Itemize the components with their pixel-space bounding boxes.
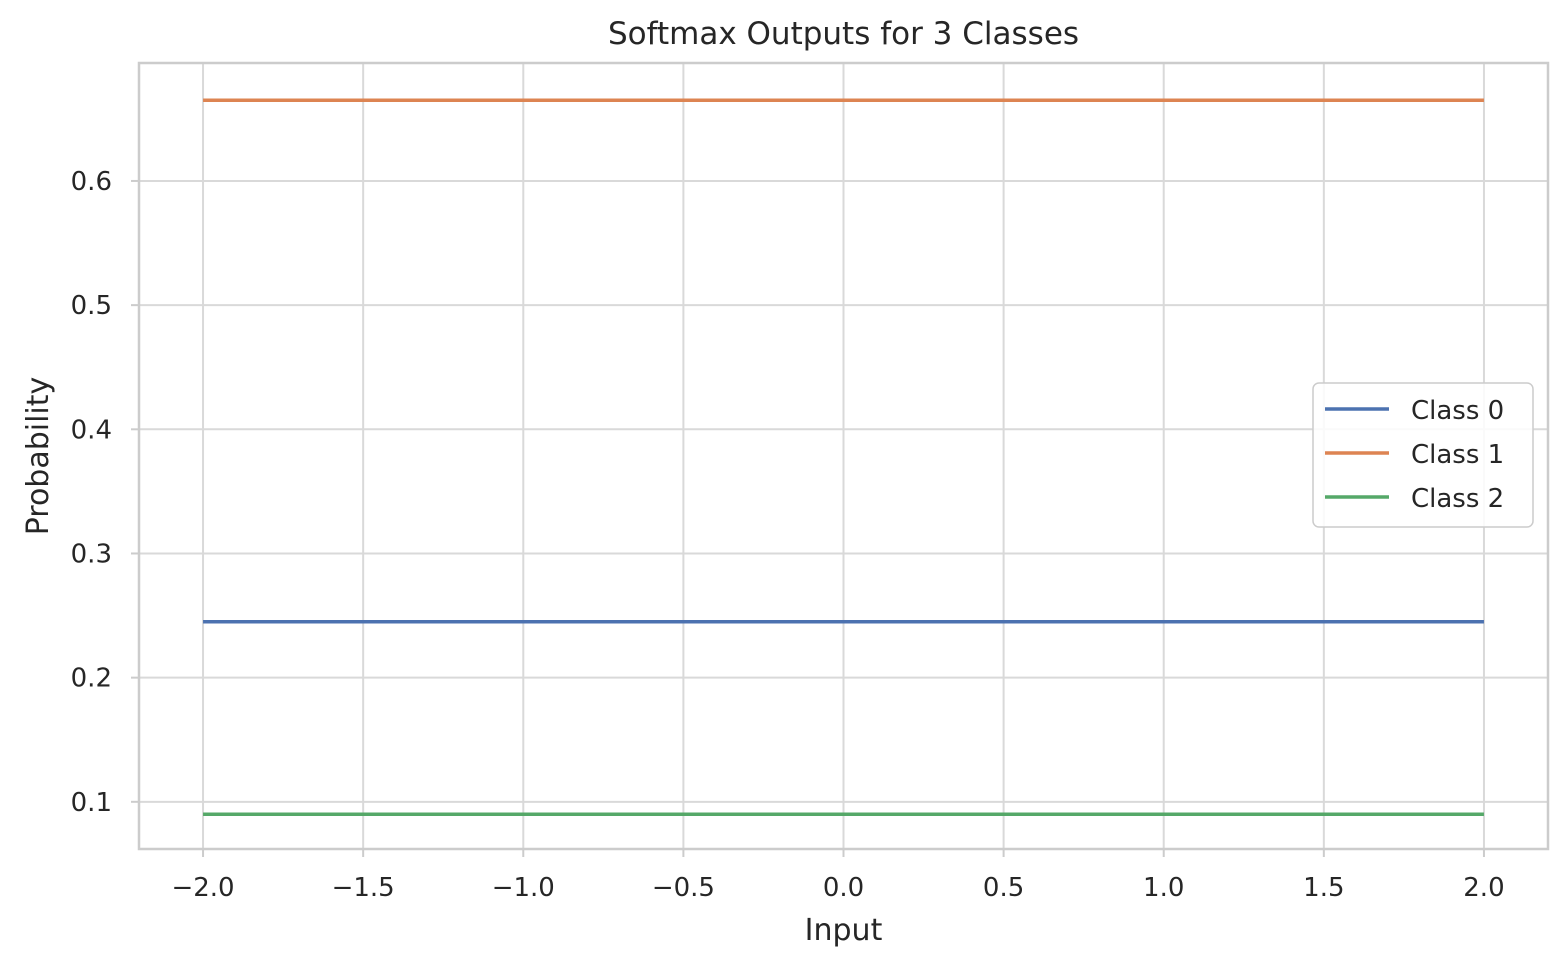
series-layer xyxy=(203,98,1484,816)
tick-layer: −2.0 −1.5 −1.0 −0.5 0.0 0.5 1.0 1.5 2.0 0.1 0.2 0.3… xyxy=(71,167,1505,903)
x-tick-label: −0.5 xyxy=(652,873,715,903)
x-tick-label: 0.5 xyxy=(983,873,1024,903)
legend-label-class-0: Class 0 xyxy=(1411,396,1504,426)
x-tick-label: −1.5 xyxy=(332,873,395,903)
legend-label-class-2: Class 2 xyxy=(1411,484,1504,514)
x-axis-label: Input xyxy=(805,913,883,948)
y-tick-label: 0.2 xyxy=(71,664,112,694)
x-tick-label: −2.0 xyxy=(171,873,234,903)
x-tick-label: 1.5 xyxy=(1303,873,1344,903)
y-tick-label: 0.3 xyxy=(71,539,112,569)
x-tick-label: 0.0 xyxy=(823,873,864,903)
legend-box xyxy=(1312,382,1534,528)
legend: Class 0 Class 1 Class 2 xyxy=(1312,382,1534,528)
y-tick-label: 0.1 xyxy=(71,788,112,818)
x-tick-label: 1.0 xyxy=(1143,873,1184,903)
x-tick-label: −1.0 xyxy=(492,873,555,903)
chart-title: Softmax Outputs for 3 Classes xyxy=(608,16,1079,52)
y-tick-label: 0.6 xyxy=(71,167,112,197)
y-tick-label: 0.5 xyxy=(71,291,112,321)
legend-label-class-1: Class 1 xyxy=(1411,440,1504,470)
x-tick-label: 2.0 xyxy=(1463,873,1504,903)
y-axis-label: Probability xyxy=(21,377,56,536)
y-tick-label: 0.4 xyxy=(71,415,112,445)
